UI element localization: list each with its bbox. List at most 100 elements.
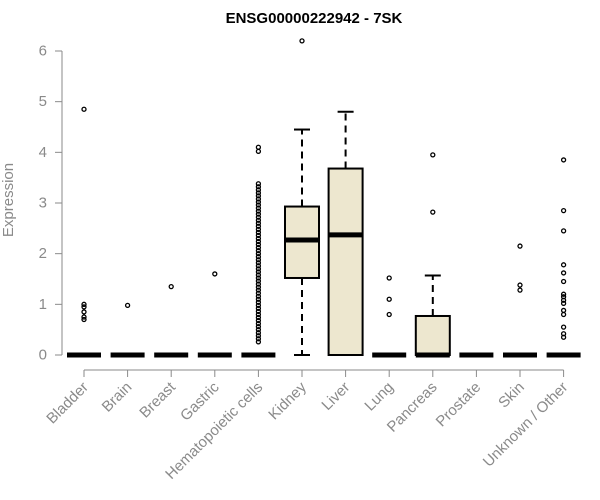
outlier-4-21 [255, 238, 262, 245]
y-axis-label: Expression [0, 163, 17, 237]
box-rect-8 [414, 314, 451, 356]
outlier-4-34 [255, 278, 262, 284]
box-3 [197, 271, 232, 358]
outlier-4-18 [255, 229, 262, 236]
outlier-10-0 [517, 243, 523, 249]
outlier-11-0 [560, 157, 567, 163]
outlier-4-46 [255, 314, 262, 321]
outlier-7-2 [386, 311, 392, 318]
box-8 [414, 152, 451, 358]
outlier-4-38 [255, 290, 262, 296]
outlier-4-5 [255, 190, 262, 196]
outlier-4-31 [255, 269, 262, 275]
outlier-4-41 [255, 299, 262, 305]
outlier-4-42 [255, 302, 262, 308]
outlier-4-49 [255, 323, 262, 330]
y-tick-label-2: 2 [39, 245, 47, 262]
outlier-4-3 [255, 184, 262, 190]
outlier-4-24 [255, 247, 262, 254]
outlier-4-43 [255, 305, 262, 312]
box-2 [154, 283, 189, 358]
outlier-4-4 [255, 187, 262, 193]
outlier-7-0 [386, 275, 392, 281]
outlier-4-12 [255, 211, 262, 217]
x-tick-label-1: Brain [99, 379, 136, 416]
x-tick-label-2: Breast [136, 378, 179, 421]
outlier-4-26 [255, 254, 262, 260]
x-tick-label-7: Lung [361, 379, 397, 415]
outlier-4-48 [255, 320, 262, 327]
outlier-8-0 [430, 152, 436, 158]
outlier-4-10 [255, 205, 262, 211]
outlier-11-1 [560, 207, 567, 214]
outlier-4-51 [255, 330, 262, 336]
outlier-11-8 [560, 297, 567, 303]
outlier-4-6 [255, 193, 262, 199]
outlier-4-25 [255, 251, 262, 257]
outlier-4-54 [255, 339, 262, 345]
outlier-4-7 [255, 196, 262, 202]
y-tick-label-0: 0 [39, 347, 47, 364]
outlier-4-50 [255, 327, 262, 333]
outlier-0-3 [81, 309, 87, 315]
outlier-11-14 [560, 334, 567, 340]
x-tick-label-5: Kidney [265, 378, 310, 423]
outlier-4-16 [255, 223, 262, 229]
outlier-4-33 [255, 275, 262, 281]
outlier-4-15 [255, 220, 262, 226]
outlier-4-53 [255, 336, 262, 342]
box-0 [67, 106, 101, 358]
outlier-4-17 [255, 226, 262, 232]
outlier-11-5 [560, 278, 567, 285]
outlier-4-47 [255, 317, 262, 324]
outlier-4-0 [255, 144, 262, 150]
box-rect-6 [327, 167, 364, 356]
y-tick-label-5: 5 [39, 93, 47, 110]
outlier-4-19 [255, 232, 262, 239]
outlier-4-2 [255, 181, 262, 187]
outlier-10-2 [517, 287, 523, 293]
outlier-4-13 [255, 214, 262, 220]
outlier-0-0 [81, 106, 87, 112]
outlier-4-32 [255, 272, 262, 278]
outlier-4-27 [255, 257, 262, 263]
outlier-0-1 [81, 301, 87, 307]
outlier-4-30 [255, 266, 262, 272]
box-11 [546, 157, 581, 358]
outlier-4-28 [255, 260, 262, 266]
outlier-4-11 [255, 208, 262, 214]
outlier-4-9 [255, 202, 262, 208]
y-tick-label-3: 3 [39, 195, 47, 212]
outlier-11-12 [560, 324, 567, 330]
outlier-2-0 [168, 283, 174, 290]
outlier-4-52 [255, 333, 262, 339]
x-tick-label-9: Prostate [433, 379, 485, 431]
outlier-4-36 [255, 284, 262, 290]
outlier-4-39 [255, 293, 262, 299]
outlier-7-1 [386, 296, 392, 302]
boxes-group [67, 38, 581, 358]
x-tick-label-10: Skin [495, 379, 528, 412]
outlier-4-1 [255, 148, 262, 154]
outlier-3-0 [212, 271, 218, 277]
outlier-4-23 [255, 244, 262, 251]
box-10 [503, 243, 537, 358]
outlier-11-2 [560, 228, 567, 234]
outlier-8-1 [430, 209, 436, 215]
outlier-4-22 [255, 241, 262, 248]
outlier-1-0 [124, 302, 131, 308]
outlier-4-14 [255, 217, 262, 223]
outlier-4-44 [255, 308, 262, 315]
y-tick-label-4: 4 [39, 144, 47, 161]
outlier-4-45 [255, 311, 262, 318]
box-5 [284, 38, 320, 356]
outlier-4-37 [255, 287, 262, 293]
outlier-11-9 [560, 300, 567, 306]
outlier-11-3 [560, 262, 567, 268]
outlier-4-8 [255, 199, 262, 205]
chart-title: ENSG00000222942 - 7SK [226, 10, 403, 27]
outlier-11-11 [560, 311, 567, 318]
outlier-5-0 [299, 38, 305, 44]
